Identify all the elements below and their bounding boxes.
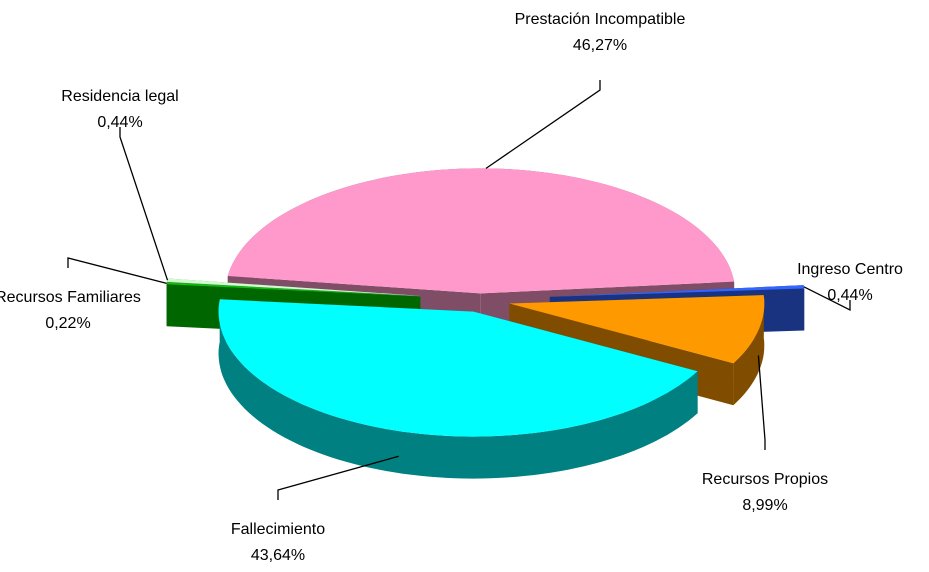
leader-line xyxy=(757,355,766,450)
slice xyxy=(227,168,735,294)
slice-label: Recursos Familiares xyxy=(0,289,141,306)
leader-line xyxy=(119,127,169,281)
slice-group xyxy=(218,299,698,479)
slice-label: Residencia legal xyxy=(61,88,178,105)
slice xyxy=(549,285,805,297)
slice xyxy=(166,282,421,297)
slice xyxy=(218,299,698,437)
slice-label: Prestación Incompatible xyxy=(515,11,686,28)
slice-label: Fallecimiento xyxy=(231,521,325,538)
slice xyxy=(509,295,765,364)
slice-label: Ingreso Centro xyxy=(797,261,903,278)
slice-value-label: 0,44% xyxy=(827,287,872,304)
slice xyxy=(167,278,421,296)
slice-label: Recursos Propios xyxy=(702,471,828,488)
slice-outer-wall xyxy=(218,299,698,479)
slice-outer-wall xyxy=(803,285,805,331)
slice-value-label: 46,27% xyxy=(573,37,627,54)
leader-line xyxy=(67,257,167,285)
leader-line xyxy=(277,455,399,500)
slice-value-label: 0,22% xyxy=(45,315,90,332)
slice-value-label: 43,64% xyxy=(251,547,305,564)
leader-line xyxy=(803,286,851,312)
slice-value-label: 0,44% xyxy=(97,114,142,131)
leader-line xyxy=(485,80,601,169)
slice-outer-wall xyxy=(733,295,765,406)
slice-value-label: 8,99% xyxy=(742,497,787,514)
